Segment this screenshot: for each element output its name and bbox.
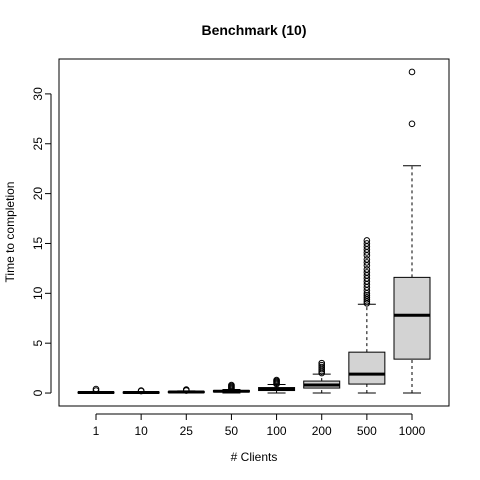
- y-tick-label: 5: [31, 340, 45, 347]
- outlier-point: [363, 269, 371, 276]
- y-tick-label: 15: [31, 236, 45, 250]
- x-tick-label: 200: [312, 424, 332, 438]
- outlier-point: [408, 120, 416, 128]
- box-1000: [393, 68, 431, 394]
- y-tick-label: 0: [31, 389, 45, 396]
- y-axis: 0 5 10 15 20 25 30: [31, 87, 52, 396]
- outlier-point: [182, 386, 190, 393]
- outlier-point: [318, 361, 326, 369]
- outlier-point: [137, 387, 145, 394]
- x-axis-label: # Clients: [231, 450, 278, 464]
- x-tick-label: 25: [180, 424, 194, 438]
- outlier-point: [408, 68, 416, 76]
- outlier-point: [273, 376, 280, 384]
- x-tick-label: 50: [225, 424, 239, 438]
- box-25: [167, 386, 205, 394]
- box-200: [303, 359, 341, 394]
- x-tick-label: 500: [357, 424, 377, 438]
- outlier-point: [363, 256, 371, 263]
- x-tick-label: 1: [93, 424, 100, 438]
- x-tick-label: 100: [267, 424, 287, 438]
- outlier-point: [363, 266, 371, 273]
- outlier-point: [318, 359, 326, 367]
- outlier-point: [363, 294, 371, 301]
- plot-frame: [58, 58, 450, 407]
- outlier-point: [318, 363, 326, 371]
- box-1: [77, 385, 115, 394]
- outlier-point: [92, 385, 100, 393]
- box-100: [258, 376, 296, 394]
- box-50: [212, 381, 250, 394]
- y-tick-label: 20: [31, 187, 45, 201]
- y-axis-label: Time to completion: [3, 182, 17, 283]
- outlier-point: [363, 237, 371, 244]
- x-axis: 1 10 25 50 100 200 500 1000: [93, 413, 426, 438]
- outlier-point: [363, 259, 371, 266]
- chart-title: Benchmark (10): [201, 22, 306, 38]
- y-tick-label: 10: [31, 286, 45, 300]
- outlier-point: [363, 240, 371, 247]
- box-10: [122, 387, 160, 395]
- y-tick-label: 30: [31, 87, 45, 101]
- y-tick-label: 25: [31, 137, 45, 151]
- box-iqr: [393, 276, 431, 360]
- x-tick-label: 1000: [399, 424, 426, 438]
- box-500: [348, 237, 386, 394]
- x-tick-label: 10: [134, 424, 148, 438]
- outlier-point: [363, 292, 371, 299]
- outlier-point: [228, 381, 235, 389]
- box-iqr: [348, 351, 386, 385]
- box-series: [77, 68, 431, 395]
